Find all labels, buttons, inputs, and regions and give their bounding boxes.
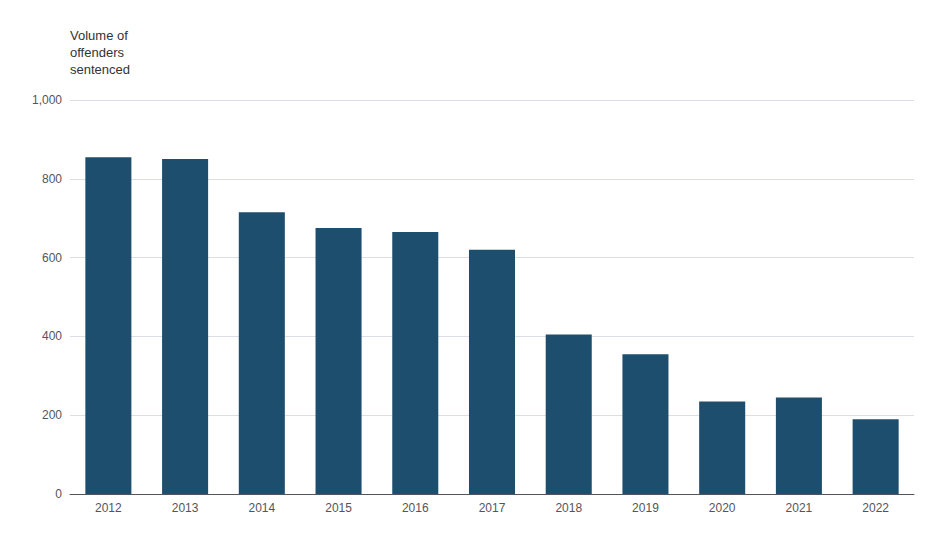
svg-text:offenders: offenders — [70, 45, 124, 60]
svg-text:2021: 2021 — [786, 501, 813, 515]
svg-text:2016: 2016 — [402, 501, 429, 515]
svg-text:2018: 2018 — [555, 501, 582, 515]
svg-text:2022: 2022 — [862, 501, 889, 515]
svg-text:2020: 2020 — [709, 501, 736, 515]
svg-text:200: 200 — [42, 408, 62, 422]
svg-text:2019: 2019 — [632, 501, 659, 515]
svg-text:2012: 2012 — [95, 501, 122, 515]
svg-text:1,000: 1,000 — [32, 93, 62, 107]
svg-text:Volume of: Volume of — [70, 28, 128, 43]
svg-text:2017: 2017 — [479, 501, 506, 515]
svg-text:2014: 2014 — [248, 501, 275, 515]
svg-text:400: 400 — [42, 329, 62, 343]
svg-text:800: 800 — [42, 172, 62, 186]
svg-text:600: 600 — [42, 251, 62, 265]
svg-text:0: 0 — [55, 487, 62, 501]
svg-text:2015: 2015 — [325, 501, 352, 515]
svg-text:2013: 2013 — [172, 501, 199, 515]
svg-text:sentenced: sentenced — [70, 62, 130, 77]
